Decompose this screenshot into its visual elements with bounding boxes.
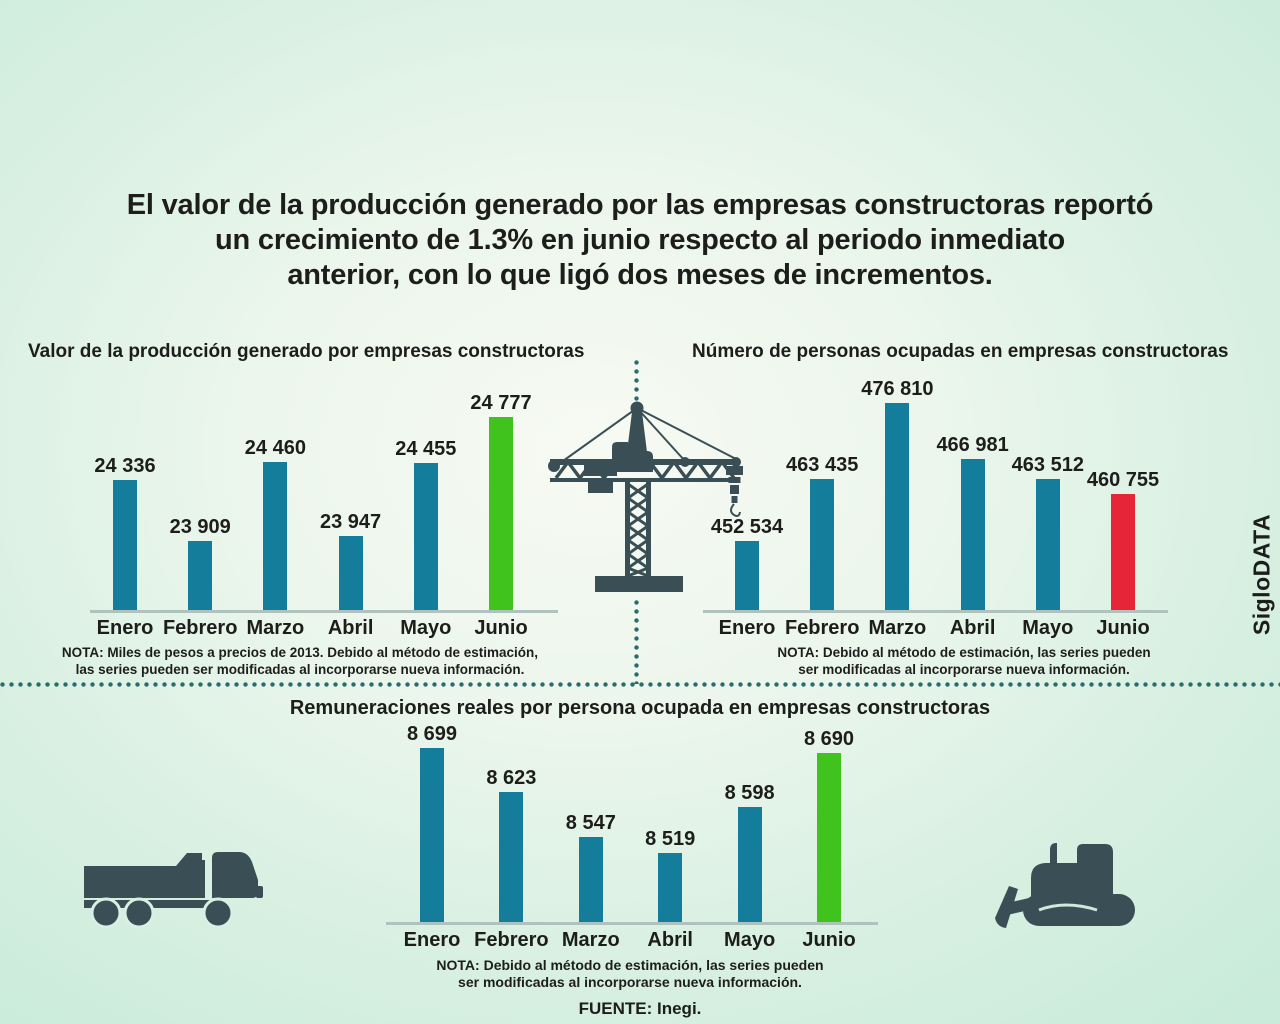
note-line: NOTA: Miles de pesos a precios de 2013. …: [61, 645, 539, 660]
x-axis-label: Febrero: [784, 617, 860, 639]
note-line: ser modificadas al incorporarse nueva in…: [798, 662, 1130, 677]
horizontal-dotted-separator: [0, 682, 1280, 687]
bar-value-label: 476 810: [861, 378, 934, 400]
note-produccion: NOTA: Miles de pesos a precios de 2013. …: [20, 644, 580, 678]
x-axis-label: Febrero: [474, 929, 549, 951]
bar-value-label: 8 699: [406, 723, 458, 745]
source-credit: FUENTE: Inegi.: [578, 999, 702, 1018]
x-axis-label: Mayo: [400, 617, 452, 639]
bar-febrero: [810, 479, 835, 610]
note-remuneraciones: NOTA: Debido al método de estimación, la…: [320, 957, 940, 991]
x-axis-line: [703, 610, 1168, 613]
bar-value-label: 8 623: [486, 767, 537, 789]
bar-junio: [817, 753, 841, 922]
bar-marzo: [885, 403, 910, 610]
bar-value-label: 24 777: [470, 392, 532, 414]
bulldozer-icon: [995, 843, 1135, 928]
x-axis-label: Mayo: [1022, 617, 1074, 639]
x-axis-label: Junio: [1096, 617, 1150, 639]
note-line: NOTA: Debido al método de estimación, la…: [436, 957, 824, 973]
x-axis-label: Enero: [718, 617, 776, 639]
x-axis-label: Febrero: [162, 617, 238, 639]
bar-value-label: 8 547: [565, 812, 616, 834]
main-title-line-1: El valor de la producción generado por l…: [126, 189, 1154, 221]
chart-title-remuneraciones: Remuneraciones reales por persona ocupad…: [289, 697, 991, 719]
bar-value-label: 463 435: [786, 454, 859, 476]
x-axis-label: Marzo: [561, 929, 620, 951]
dump-truck-icon: [84, 852, 263, 929]
bar-value-label: 8 519: [645, 828, 696, 850]
bar-febrero: [499, 792, 524, 922]
x-axis-label: Junio: [474, 617, 528, 639]
note-line: NOTA: Debido al método de estimación, la…: [777, 645, 1151, 660]
bar-value-label: 463 512: [1011, 454, 1084, 476]
x-axis-line: [90, 610, 558, 613]
bar-junio: [1111, 494, 1135, 610]
bar-value-label: 466 981: [936, 434, 1009, 456]
tower-crane-icon: [548, 401, 743, 592]
bar-abril: [658, 853, 683, 922]
chart-personas: 452 534 Enero 463 435 Febrero 476 810 Marzo 46…: [688, 372, 1200, 650]
main-title: El valor de la producción generado por l…: [0, 188, 1280, 293]
brand-siglodata: SigloDATA: [1248, 513, 1275, 636]
bar-mayo: [413, 463, 438, 610]
bar-enero: [113, 480, 137, 610]
bar-abril: [338, 536, 363, 610]
x-axis-label: Enero: [96, 617, 154, 639]
chart-produccion: 24 336 Enero 23 909 Febrero 24 460 Marzo 23 94…: [60, 372, 572, 650]
note-line: las series pueden ser modificadas al inc…: [75, 662, 525, 677]
bar-mayo: [1035, 479, 1060, 610]
note-line: ser modificadas al incorporarse nueva in…: [458, 974, 802, 990]
note-personas: NOTA: Debido al método de estimación, la…: [700, 644, 1228, 678]
x-axis-label: Abril: [647, 929, 693, 951]
bar-value-label: 8 598: [724, 782, 775, 804]
main-title-line-2: un crecimiento de 1.3% en junio respecto…: [215, 224, 1065, 256]
bar-enero: [420, 748, 444, 922]
bar-marzo: [578, 837, 603, 922]
bar-value-label: 460 755: [1086, 469, 1160, 491]
main-title-line-3: anterior, con lo que ligó dos meses de i…: [287, 259, 993, 291]
bar-enero: [735, 541, 759, 610]
chart-remuneraciones: 8 699 Enero 8 623 Febrero 8 547 Marzo 8 519 Abr…: [372, 712, 892, 964]
bar-mayo: [737, 807, 762, 922]
bar-abril: [960, 459, 985, 610]
x-axis-label: Abril: [327, 617, 374, 639]
bar-value-label: 24 460: [244, 437, 306, 459]
bar-value-label: 23 947: [320, 511, 382, 533]
vertical-dotted-separator-bottom: [634, 600, 639, 684]
x-axis-label: Mayo: [724, 929, 776, 951]
chart-title-produccion: Valor de la producción generado por empr…: [28, 341, 585, 362]
bar-value-label: 452 534: [710, 516, 784, 538]
chart-title-personas: Número de personas ocupadas en empresas …: [692, 341, 1229, 362]
bar-value-label: 24 455: [395, 438, 457, 460]
x-axis-label: Marzo: [868, 617, 927, 639]
x-axis-line: [386, 922, 878, 925]
x-axis-label: Marzo: [246, 617, 305, 639]
bar-febrero: [188, 541, 213, 610]
x-axis-label: Enero: [403, 929, 461, 951]
bar-value-label: 24 336: [94, 455, 156, 477]
x-axis-label: Junio: [802, 929, 856, 951]
x-axis-label: Abril: [949, 617, 996, 639]
vertical-dotted-separator-top: [634, 360, 639, 404]
bar-junio: [489, 417, 513, 610]
bar-value-label: 23 909: [169, 516, 231, 538]
bar-value-label: 8 690: [803, 728, 855, 750]
bar-marzo: [263, 462, 288, 610]
